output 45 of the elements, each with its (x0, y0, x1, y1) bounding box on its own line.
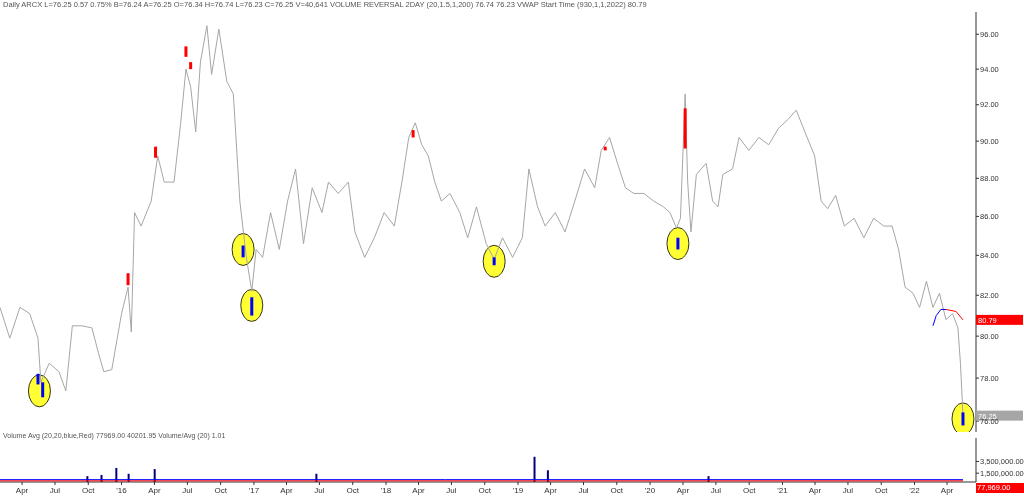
x-tick-label: '19 (512, 485, 524, 495)
x-tick-label: Jul (314, 485, 325, 495)
bar (961, 412, 965, 426)
x-tick-label: Apr (148, 485, 162, 495)
x-tick-label: Apr (280, 485, 294, 495)
x-tick-label: Apr (940, 485, 954, 495)
bar (683, 108, 687, 149)
x-tick-label: Jul (578, 485, 589, 495)
x-tick-label: Oct (82, 485, 96, 495)
x-tick-label: Apr (544, 485, 558, 495)
x-tick-label: Apr (808, 485, 822, 495)
x-tick-label: Oct (478, 485, 492, 495)
x-tick-label: Oct (346, 485, 360, 495)
x-tick-label: Oct (742, 485, 757, 495)
x-tick-label: Jul (182, 485, 193, 495)
x-tick-label: '21 (777, 485, 789, 495)
x-tick-label: Oct (610, 485, 624, 495)
bar (241, 245, 245, 258)
x-tick-label: Oct (875, 485, 889, 495)
point (666, 227, 690, 260)
bar (184, 46, 188, 57)
bar (676, 237, 680, 250)
x-tick-label: Oct (214, 485, 228, 495)
bar (492, 257, 496, 266)
x-tick-label: '17 (248, 485, 260, 495)
bar (250, 297, 254, 316)
x-tick-label: Apr (15, 485, 29, 495)
bar (126, 273, 130, 286)
x-tick-label: Jul (446, 485, 457, 495)
bar (189, 62, 193, 70)
x-tick-label: Apr (412, 485, 426, 495)
bar (41, 382, 45, 398)
x-tick-label: Apr (676, 485, 690, 495)
x-tick-label: '18 (380, 485, 392, 495)
x-tick-label: Jul (49, 485, 61, 495)
x-tick-label: Jul (842, 485, 854, 495)
bar (411, 130, 415, 138)
bar (154, 146, 158, 158)
point (482, 244, 506, 278)
x-tick-label: '22 (909, 485, 921, 495)
point (951, 402, 975, 432)
x-tick-label: Jul (710, 485, 722, 495)
x-tick-label: '16 (116, 485, 128, 495)
x-tick-label: '20 (644, 485, 656, 495)
bar (36, 373, 40, 385)
